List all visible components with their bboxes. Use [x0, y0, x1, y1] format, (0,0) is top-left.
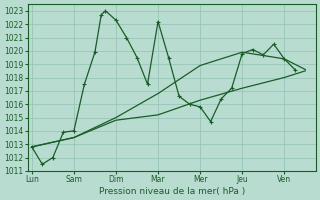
X-axis label: Pression niveau de la mer( hPa ): Pression niveau de la mer( hPa ): [99, 187, 245, 196]
